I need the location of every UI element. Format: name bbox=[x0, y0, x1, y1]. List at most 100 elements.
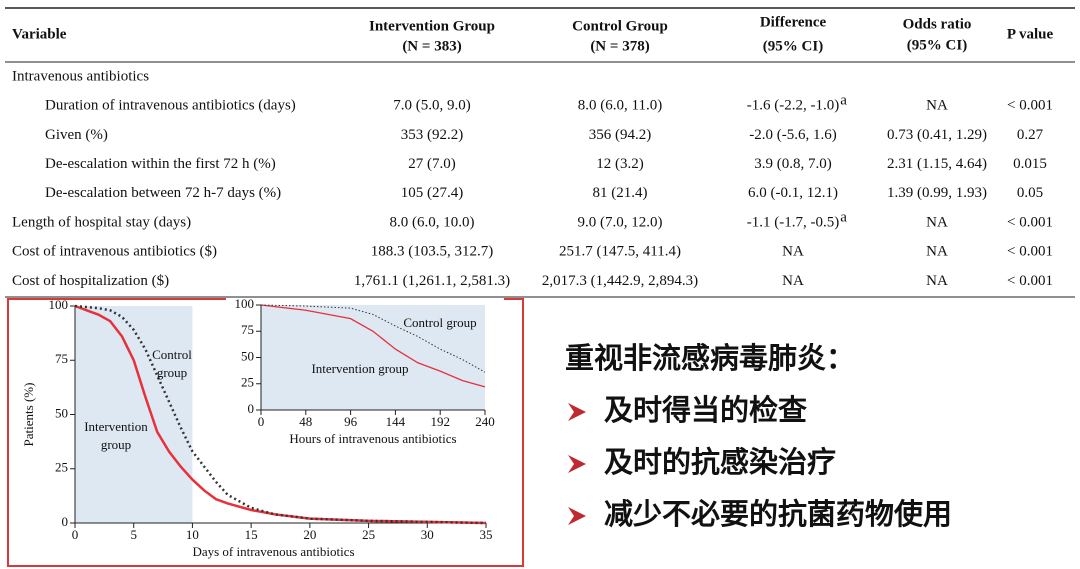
table-cell: < 0.001 bbox=[1007, 98, 1053, 114]
x-tick-label: 192 bbox=[430, 414, 450, 429]
table-header: (N = 383) bbox=[402, 38, 461, 54]
table-cell: 251.7 (147.5, 411.4) bbox=[559, 244, 681, 260]
x-tick-label: 240 bbox=[475, 414, 495, 429]
highlight-band bbox=[261, 305, 485, 410]
table-cell: 2,017.3 (1,442.9, 2,894.3) bbox=[542, 273, 698, 289]
table-cell: 2.31 (1.15, 4.64) bbox=[887, 156, 987, 172]
table-cell: 1,761.1 (1,261.1, 2,581.3) bbox=[354, 273, 510, 289]
table-cell: 81 (21.4) bbox=[593, 185, 648, 201]
x-tick-label: 144 bbox=[386, 414, 406, 429]
footnote-mark: a bbox=[840, 93, 847, 109]
table-cell: 0.27 bbox=[1017, 127, 1044, 143]
x-tick-label: 5 bbox=[130, 527, 137, 542]
series-line bbox=[260, 304, 486, 388]
bullet-item: 减少不必要的抗菌药物使用 bbox=[604, 497, 952, 531]
series-line bbox=[260, 304, 486, 373]
table-header: Intervention Group bbox=[369, 18, 495, 34]
x-tick-label: 25 bbox=[362, 527, 375, 542]
y-tick-label: 50 bbox=[55, 405, 68, 420]
table-cell: < 0.001 bbox=[1007, 244, 1053, 260]
table-cell: 356 (94.2) bbox=[589, 127, 652, 143]
table-cell: De-escalation within the first 72 h (%) bbox=[45, 156, 276, 172]
y-tick-label: 75 bbox=[55, 351, 68, 366]
table-cell: Given (%) bbox=[45, 127, 108, 143]
table-cell: De-escalation between 72 h-7 days (%) bbox=[45, 185, 281, 201]
table-cell: NA bbox=[926, 214, 948, 230]
series-line bbox=[74, 304, 487, 525]
x-tick-label: 35 bbox=[480, 527, 493, 542]
table-cell: -1.6 (-2.2, -1.0) bbox=[747, 98, 839, 114]
figure: 0 25 50 75 100 0 5 10 15 20 25 30 35 Control group Inte… bbox=[21, 296, 504, 559]
bullet-arrow bbox=[568, 507, 586, 525]
table-cell: 105 (27.4) bbox=[401, 185, 464, 201]
bullet-item: 及时的抗感染治疗 bbox=[604, 445, 836, 479]
table-cell: 8.0 (6.0, 11.0) bbox=[578, 98, 662, 114]
table-cell: -2.0 (-5.6, 1.6) bbox=[749, 127, 836, 143]
annotation: Control group bbox=[403, 315, 476, 330]
bullets-title: 重视非流感病毒肺炎： bbox=[565, 341, 855, 375]
x-tick-label: 48 bbox=[299, 414, 312, 429]
table-cell: 27 (7.0) bbox=[408, 156, 456, 172]
table-cell: 353 (92.2) bbox=[401, 127, 464, 143]
table-cell: NA bbox=[926, 244, 948, 260]
y-tick-label: 75 bbox=[241, 322, 254, 337]
table-cell: Cost of intravenous antibiotics ($) bbox=[12, 244, 217, 260]
table-cell: NA bbox=[782, 273, 804, 289]
y-tick-label: 0 bbox=[248, 401, 255, 416]
table-cell: 188.3 (103.5, 312.7) bbox=[371, 244, 494, 260]
y-tick-label: 0 bbox=[62, 514, 69, 529]
x-tick-label: 30 bbox=[421, 527, 434, 542]
table-header: (95% CI) bbox=[763, 38, 823, 54]
table-cell: NA bbox=[782, 244, 804, 260]
table-header: Control Group bbox=[572, 18, 668, 34]
table-header: Odds ratio bbox=[903, 16, 972, 32]
table-cell: 7.0 (5.0, 9.0) bbox=[393, 98, 471, 114]
bullet-arrow bbox=[568, 455, 586, 473]
y-tick-label: 25 bbox=[241, 375, 254, 390]
table-cell: 0.05 bbox=[1017, 185, 1043, 201]
table-header: (95% CI) bbox=[907, 37, 967, 53]
table-cell: Cost of hospitalization ($) bbox=[12, 273, 169, 289]
table-cell: -1.1 (-1.7, -0.5) bbox=[747, 214, 839, 230]
x-tick-label: 0 bbox=[72, 527, 79, 542]
x-tick-label: 96 bbox=[344, 414, 358, 429]
y-tick-label: 50 bbox=[241, 348, 254, 363]
x-tick-label: 15 bbox=[245, 527, 258, 542]
table-cell: 0.015 bbox=[1013, 156, 1047, 172]
bullet-item: 及时得当的检查 bbox=[604, 393, 807, 427]
table-cell: Intravenous antibiotics bbox=[12, 68, 149, 84]
table-cell: NA bbox=[926, 273, 948, 289]
annotation: Intervention bbox=[84, 419, 148, 434]
table-cell: Duration of intravenous antibiotics (day… bbox=[45, 98, 296, 114]
series-line bbox=[74, 304, 487, 525]
table-cell: 8.0 (6.0, 10.0) bbox=[390, 214, 475, 230]
table-cell: < 0.001 bbox=[1007, 273, 1053, 289]
y-axis-label: Patients (%) bbox=[21, 383, 36, 447]
table: Variable Intervention Group (N = 383) Contr… bbox=[12, 14, 1053, 288]
x-axis-label: Days of intravenous antibiotics bbox=[192, 544, 354, 559]
x-axis-label: Hours of intravenous antibiotics bbox=[289, 431, 456, 446]
annotation: Control bbox=[152, 347, 192, 362]
x-tick-label: 0 bbox=[258, 414, 265, 429]
table-cell: 9.0 (7.0, 12.0) bbox=[578, 214, 663, 230]
table-header: (N = 378) bbox=[590, 38, 649, 54]
y-tick-label: 25 bbox=[55, 460, 68, 475]
x-tick-label: 10 bbox=[186, 527, 199, 542]
y-tick-label: 100 bbox=[235, 296, 255, 311]
table-header: Difference bbox=[760, 14, 827, 30]
table-cell: 0.73 (0.41, 1.29) bbox=[887, 127, 987, 143]
table-cell: NA bbox=[926, 98, 948, 114]
bullet-arrow bbox=[568, 403, 586, 421]
table-cell: 3.9 (0.8, 7.0) bbox=[754, 156, 832, 172]
table-cell: 12 (3.2) bbox=[596, 156, 644, 172]
y-tick-label: 100 bbox=[49, 297, 69, 312]
highlight-band bbox=[75, 306, 193, 523]
table-cell: < 0.001 bbox=[1007, 214, 1053, 230]
annotation: Intervention group bbox=[311, 361, 408, 376]
table-header: Variable bbox=[12, 26, 67, 42]
table-cell: Length of hospital stay (days) bbox=[12, 214, 191, 230]
annotation: group bbox=[157, 365, 187, 380]
table-header: P value bbox=[1007, 26, 1054, 42]
